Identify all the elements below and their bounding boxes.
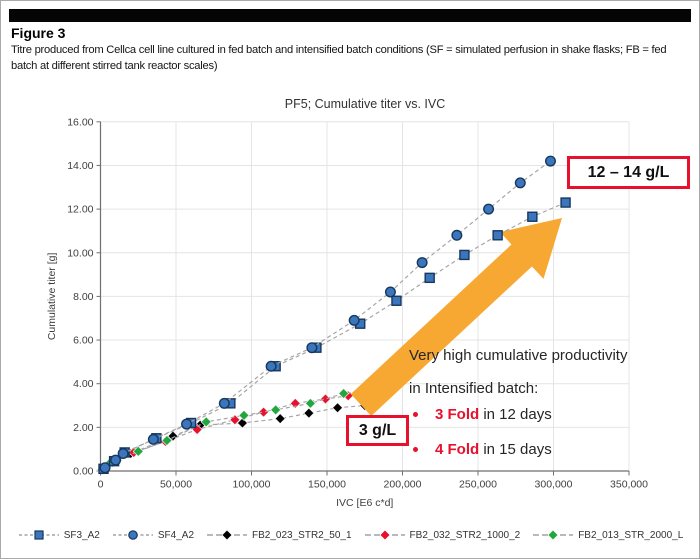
tick-labels: 0.00 2.00 4.00 6.00 8.00 10.00 12.00 14.00 16.00… (67, 116, 648, 490)
svg-text:250,000: 250,000 (459, 479, 497, 491)
svg-text:8.00: 8.00 (73, 291, 94, 303)
annotation-box-low-titer: 3 g/L (346, 415, 409, 446)
bullet-highlight: 4 Fold (435, 441, 480, 458)
svg-text:14.00: 14.00 (67, 160, 93, 172)
svg-text:0.00: 0.00 (73, 466, 94, 478)
x-axis-title: IVC [E6 c*d] (336, 497, 393, 509)
svg-text:350,000: 350,000 (610, 479, 648, 491)
bullet-dot-icon (413, 447, 418, 452)
note-bullet-1: 3 Fold in 12 days (413, 406, 552, 423)
bullet-rest: in 15 days (479, 441, 552, 458)
legend-label: FB2_032_STR2_1000_2 (409, 529, 521, 541)
svg-text:200,000: 200,000 (384, 479, 422, 491)
legend-item-FB2_032_STR2_1000_2: FB2_032_STR2_1000_2 (364, 529, 521, 541)
legend-marker-square (18, 530, 59, 540)
gridlines (100, 121, 630, 471)
legend-item-SF3_A2: SF3_A2 (18, 529, 100, 541)
svg-text:4.00: 4.00 (73, 378, 94, 390)
svg-text:12.00: 12.00 (67, 204, 93, 216)
annotation-box-high-titer: 12 – 14 g/L (567, 156, 690, 189)
svg-text:300,000: 300,000 (535, 479, 573, 491)
svg-text:0: 0 (98, 479, 104, 491)
note-bullet-2: 4 Fold in 15 days (413, 441, 552, 458)
svg-text:50,000: 50,000 (160, 479, 192, 491)
chart-title: PF5; Cumulative titer vs. IVC (284, 97, 446, 111)
svg-text:100,000: 100,000 (233, 479, 271, 491)
y-axis-title: Cumulative titer [g] (46, 253, 58, 341)
figure-header-bar (9, 9, 691, 22)
svg-text:2.00: 2.00 (73, 422, 94, 434)
legend-marker-diamond (207, 530, 248, 540)
legend-label: FB2_013_STR_2000_L (578, 529, 684, 541)
bullet-dot-icon (413, 412, 418, 417)
legend-item-FB2_013_STR_2000_L: FB2_013_STR_2000_L (533, 529, 683, 541)
legend-marker-diamond (533, 530, 574, 540)
figure-label: Figure 3 (11, 25, 66, 41)
legend-label: SF3_A2 (63, 529, 100, 541)
figure-caption: Titre produced from Cellca cell line cul… (11, 44, 667, 72)
legend-marker-circle (112, 530, 153, 540)
legend-label: FB2_023_STR2_50_1 (252, 529, 352, 541)
note-line-1: Very high cumulative productivity (409, 347, 628, 364)
legend-marker-diamond (364, 530, 405, 540)
svg-text:16.00: 16.00 (67, 116, 93, 128)
svg-text:150,000: 150,000 (308, 479, 346, 491)
legend-label: SF4_A2 (157, 529, 195, 541)
legend-item-FB2_023_STR2_50_1: FB2_023_STR2_50_1 (207, 529, 352, 541)
bullet-highlight: 3 Fold (435, 406, 480, 423)
bullet-rest: in 12 days (479, 406, 552, 423)
svg-text:6.00: 6.00 (73, 335, 94, 347)
series-SF4_A2 (99, 155, 556, 474)
chart-legend: SF3_A2 SF4_A2 FB2_023_STR2_50_1 FB2_032_STR… (1, 525, 699, 545)
svg-text:10.00: 10.00 (67, 247, 93, 259)
series-SF3_A2 (98, 197, 571, 475)
series-FB2_023_STR2_50_1 (98, 400, 371, 475)
note-line-2: in Intensified batch: (409, 380, 539, 397)
trend-arrow (350, 218, 562, 416)
legend-item-SF4_A2: SF4_A2 (112, 529, 195, 541)
axes (96, 121, 630, 476)
